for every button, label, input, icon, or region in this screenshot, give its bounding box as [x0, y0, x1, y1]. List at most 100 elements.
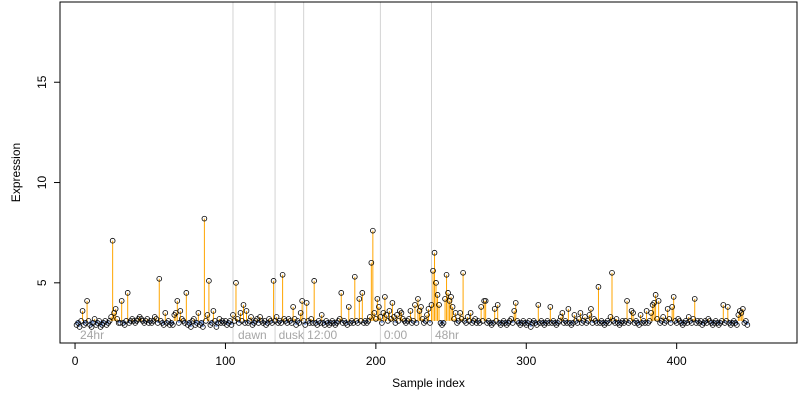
data-point-106 — [233, 280, 239, 286]
data-point-240 — [434, 292, 441, 298]
data-point-163 — [318, 312, 325, 318]
data-point-153 — [303, 300, 310, 306]
data-point-12 — [91, 316, 98, 322]
stem-84 — [201, 320, 204, 327]
data-point-190 — [359, 290, 366, 296]
data-point-245 — [442, 296, 448, 302]
stem-303 — [531, 320, 534, 323]
stem-302 — [529, 320, 532, 327]
data-point-15 — [96, 318, 102, 324]
data-point-88 — [206, 278, 212, 284]
stem-371 — [633, 320, 636, 323]
data-point-354 — [606, 320, 612, 326]
phase-lines — [232, 2, 433, 343]
data-point-69 — [177, 308, 184, 314]
stem-124 — [262, 320, 265, 323]
stem-29 — [119, 320, 122, 323]
stem-244 — [442, 320, 445, 323]
data-point-247 — [445, 290, 451, 296]
stem-263 — [471, 320, 474, 323]
data-point-390 — [660, 314, 666, 320]
stem-83 — [200, 320, 203, 323]
stem-378 — [644, 320, 647, 323]
stem-171 — [332, 320, 335, 323]
data-point-157 — [309, 320, 316, 326]
stem-16 — [99, 320, 102, 327]
stem-424 — [713, 320, 716, 323]
stem-296 — [520, 320, 523, 323]
stem-324 — [562, 320, 565, 323]
stem-330 — [571, 320, 574, 323]
data-point-395 — [667, 320, 674, 326]
stem-140 — [286, 320, 289, 323]
stem-310 — [541, 320, 544, 323]
data-point-216 — [398, 310, 405, 316]
stem-1 — [77, 320, 80, 323]
stem-287 — [507, 320, 510, 323]
stem-21 — [107, 320, 110, 323]
data-point-86 — [203, 318, 209, 324]
stem-182 — [349, 320, 352, 323]
stem-187 — [356, 320, 359, 323]
data-point-370 — [630, 310, 636, 316]
stem-90 — [210, 320, 213, 323]
data-point-26 — [112, 306, 119, 312]
data-point-244 — [440, 320, 447, 326]
data-point-148 — [296, 320, 302, 326]
data-point-203 — [379, 320, 385, 326]
data-point-113 — [243, 308, 250, 314]
data-point-234 — [425, 306, 432, 312]
phase-label: 48hr — [435, 328, 459, 342]
data-point-323 — [559, 310, 566, 316]
data-point-181 — [345, 304, 352, 310]
data-point-64 — [170, 322, 176, 328]
stem-10 — [90, 320, 93, 327]
data-point-439 — [734, 322, 740, 328]
stem-179 — [344, 320, 347, 323]
stem-80 — [195, 320, 198, 323]
data-point-443 — [740, 306, 746, 312]
data-point-208 — [386, 308, 393, 314]
stem-226 — [415, 320, 418, 323]
stem-333 — [576, 320, 579, 323]
stem-2 — [78, 320, 81, 327]
stem-312 — [544, 320, 547, 323]
stem-399 — [675, 320, 678, 323]
stem-428 — [719, 320, 722, 323]
data-point-201 — [376, 304, 382, 310]
y-axis-label: Expression — [9, 143, 23, 202]
data-point-346 — [594, 320, 600, 326]
data-point-144 — [290, 304, 296, 310]
stem-162 — [319, 320, 322, 323]
stem-294 — [517, 320, 520, 323]
stem-155 — [308, 320, 311, 323]
data-point-430 — [720, 302, 727, 308]
data-point-368 — [627, 318, 633, 324]
stem-143 — [290, 320, 293, 323]
stem-352 — [604, 320, 607, 323]
data-point-249 — [448, 294, 454, 300]
data-point-34 — [124, 290, 131, 296]
stem-184 — [352, 320, 355, 323]
x-tick-label: 200 — [366, 354, 386, 368]
data-point-87 — [204, 312, 211, 318]
data-point-446 — [744, 322, 751, 328]
data-point-290 — [509, 320, 516, 326]
data-point-67 — [174, 298, 181, 304]
data-point-237 — [430, 267, 436, 274]
y-tick-label: 10 — [35, 176, 49, 190]
data-point-238 — [431, 249, 438, 256]
data-point-338 — [582, 314, 588, 320]
data-point-356 — [609, 269, 615, 276]
stem-266 — [475, 320, 478, 323]
data-point-109 — [237, 310, 244, 316]
data-point-198 — [371, 310, 378, 316]
stem-57 — [161, 320, 164, 323]
data-point-68 — [176, 320, 182, 326]
data-point-84 — [200, 324, 206, 330]
stem-231 — [422, 320, 425, 323]
phase-label: dawn — [238, 328, 267, 342]
data-point-4 — [79, 308, 86, 314]
data-point-133 — [273, 314, 280, 320]
data-point-76 — [188, 324, 194, 330]
